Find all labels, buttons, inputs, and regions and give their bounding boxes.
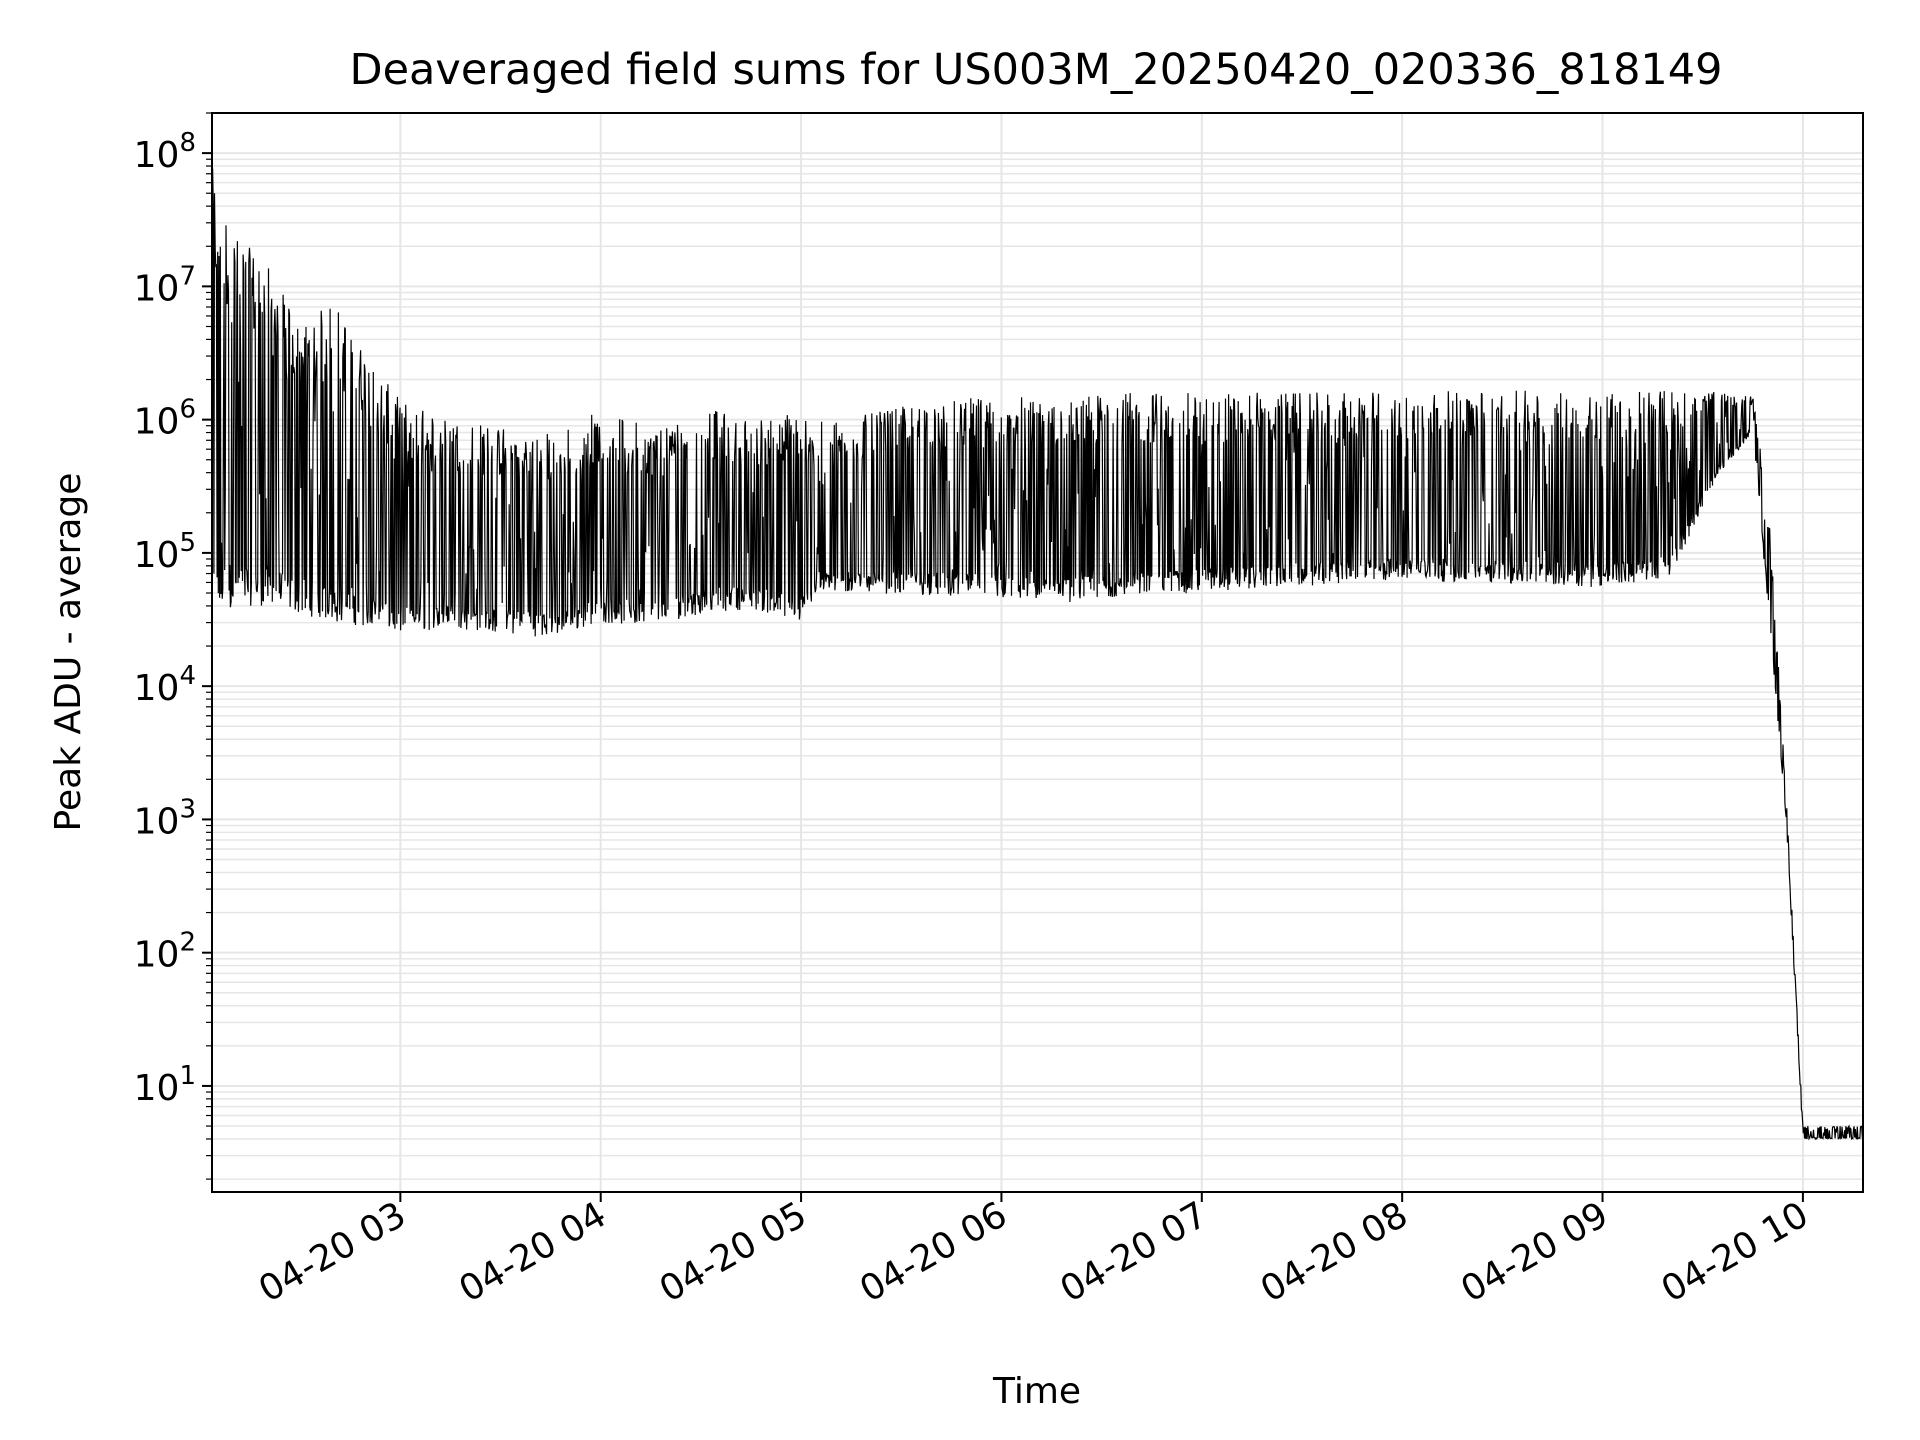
- x-tick-label: 04-20 08: [1254, 1194, 1415, 1310]
- series-line: [211, 168, 1864, 1141]
- y-tick-label: 101: [134, 1061, 196, 1109]
- x-tick-label: 04-20 05: [653, 1194, 814, 1310]
- y-tick-label: 102: [134, 928, 196, 976]
- plot-frame: [211, 112, 1864, 1193]
- x-tick-label: 04-20 06: [853, 1194, 1014, 1310]
- y-tick-label: 104: [134, 661, 196, 709]
- x-axis: 04-20 03 04-20 04 04-20 05 04-20 06 04-20 07…: [252, 1192, 1815, 1311]
- y-tick-label: 105: [134, 528, 196, 576]
- x-axis-label: Time: [992, 1371, 1081, 1412]
- x-tick-label: 04-20 10: [1655, 1194, 1816, 1310]
- chart-title: Deaveraged field sums for US003M_2025042…: [349, 45, 1722, 95]
- y-axis: 101 102 103 104 105 106 107 108: [134, 112, 212, 1180]
- data-layer: [211, 168, 1864, 1141]
- y-tick-label: 107: [134, 261, 196, 309]
- x-tick-label: 04-20 09: [1454, 1194, 1615, 1310]
- x-tick-label: 04-20 03: [252, 1194, 413, 1310]
- x-tick-label: 04-20 07: [1054, 1194, 1215, 1310]
- y-tick-label: 108: [134, 128, 196, 176]
- y-tick-label: 106: [134, 395, 196, 443]
- y-axis-label: Peak ADU - average: [48, 473, 89, 832]
- x-tick-label: 04-20 04: [453, 1194, 614, 1310]
- grid: [212, 112, 1863, 1192]
- y-tick-label: 103: [134, 794, 196, 842]
